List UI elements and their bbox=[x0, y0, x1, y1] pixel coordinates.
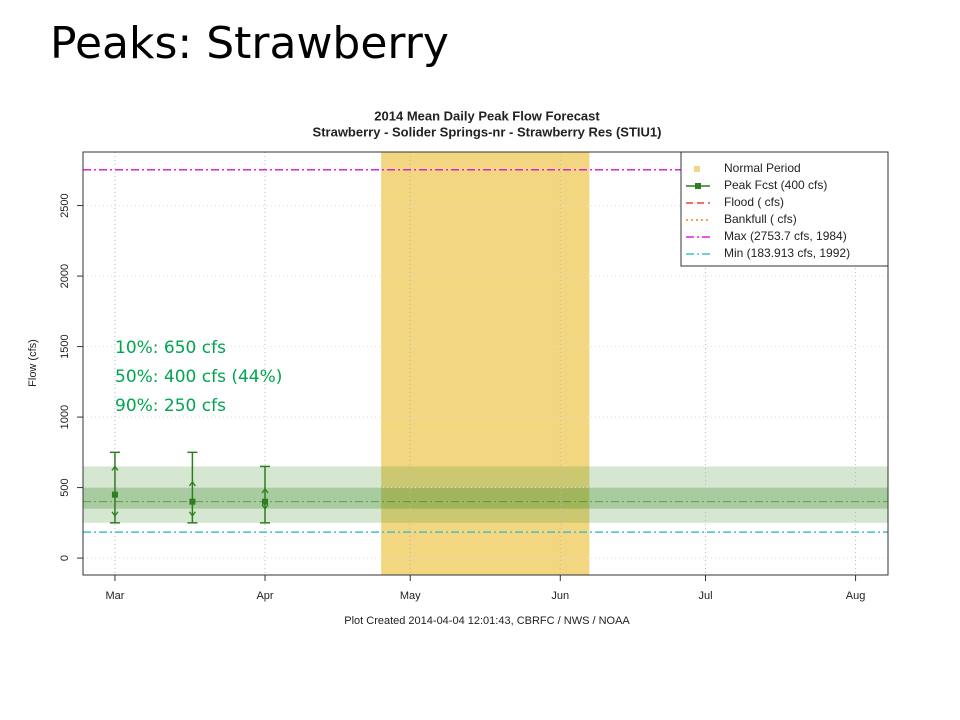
x-tick-label: Jun bbox=[551, 590, 569, 602]
annotation: 10%: 650 cfs bbox=[115, 338, 226, 358]
percentile-arrow bbox=[261, 504, 269, 510]
x-tick-label: Mar bbox=[105, 590, 124, 602]
y-tick-label: 2500 bbox=[59, 193, 71, 217]
median-point bbox=[262, 498, 269, 505]
legend-label: Max (2753.7 cfs, 1984) bbox=[724, 229, 847, 243]
x-tick-label: May bbox=[400, 590, 421, 602]
median-point bbox=[111, 491, 118, 498]
forecast-band bbox=[83, 466, 888, 523]
y-tick-label: 1500 bbox=[59, 334, 71, 358]
y-tick-label: 0 bbox=[59, 555, 71, 561]
percentile-arrow bbox=[111, 465, 119, 471]
legend-label: Normal Period bbox=[724, 161, 801, 175]
x-tick-label: Jul bbox=[698, 590, 712, 602]
percentile-arrow bbox=[111, 511, 119, 517]
annotation: 50%: 400 cfs (44%) bbox=[115, 367, 282, 387]
chart-subtitle: Strawberry - Solider Springs-nr - Strawb… bbox=[313, 124, 662, 139]
chart-title: 2014 Mean Daily Peak Flow Forecast bbox=[374, 108, 600, 123]
slide-title: Peaks: Strawberry bbox=[50, 18, 449, 69]
forecast-band bbox=[83, 487, 888, 509]
y-axis-title: Flow (cfs) bbox=[27, 339, 39, 387]
normal-period bbox=[381, 152, 590, 575]
x-tick-label: Aug bbox=[846, 590, 866, 602]
legend-label: Flood ( cfs) bbox=[724, 195, 784, 209]
percentile-arrow bbox=[188, 511, 196, 517]
legend-label: Peak Fcst (400 cfs) bbox=[724, 178, 827, 192]
y-tick-label: 500 bbox=[59, 478, 71, 496]
legend-swatch bbox=[694, 166, 700, 172]
annotation: 90%: 250 cfs bbox=[115, 396, 226, 416]
legend-label: Bankfull ( cfs) bbox=[724, 212, 797, 226]
legend-label: Min (183.913 cfs, 1992) bbox=[724, 246, 850, 260]
x-tick-label: Apr bbox=[256, 590, 273, 602]
percentile-arrow bbox=[188, 480, 196, 487]
y-tick-label: 1000 bbox=[59, 405, 71, 429]
legend-box bbox=[680, 151, 889, 267]
y-tick-label: 2000 bbox=[59, 264, 71, 288]
percentile-arrow bbox=[261, 487, 269, 494]
legend-swatch bbox=[695, 183, 701, 189]
median-point bbox=[189, 498, 196, 505]
plot-frame bbox=[82, 151, 889, 576]
footer: Plot Created 2014-04-04 12:01:43, CBRFC … bbox=[344, 615, 630, 627]
